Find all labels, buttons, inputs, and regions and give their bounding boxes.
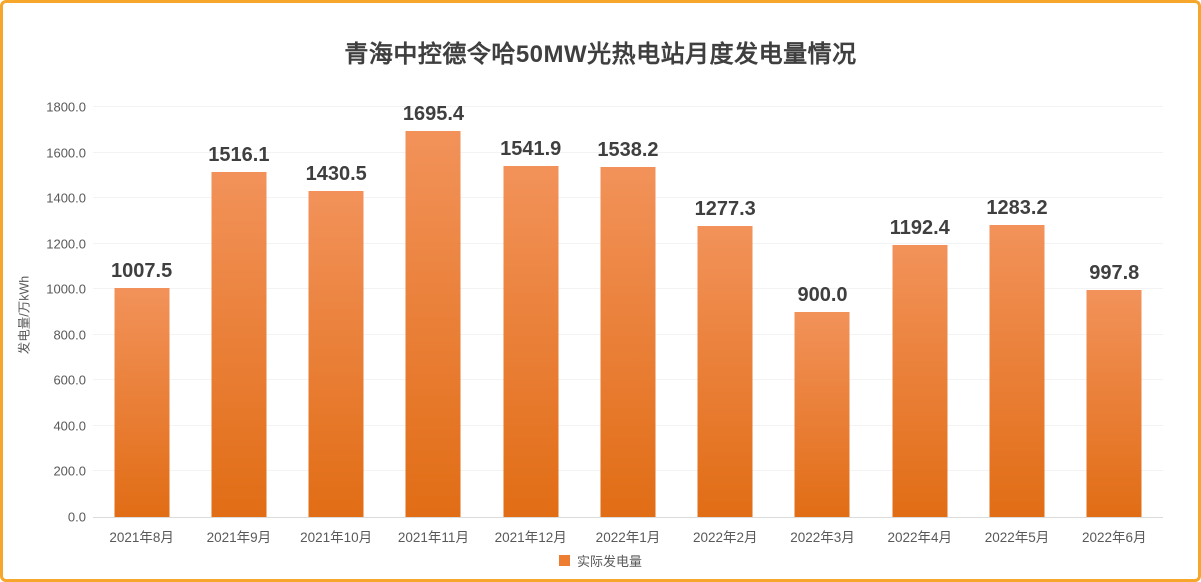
bar-column: 997.8 2022年6月 xyxy=(1066,107,1163,545)
bar-column: 1430.5 2021年10月 xyxy=(288,107,385,545)
bar xyxy=(308,191,364,517)
bar-column: 1283.2 2022年5月 xyxy=(968,107,1065,545)
bar xyxy=(503,165,559,517)
plot-area: 1007.5 2021年8月 1516.1 2021年9月 1430.5 2021年10月… xyxy=(93,103,1163,545)
y-tick-label: 200.0 xyxy=(53,463,86,479)
gridline xyxy=(93,151,1163,153)
x-axis-label: 2021年8月 xyxy=(109,530,174,545)
x-axis-label: 2022年2月 xyxy=(692,530,758,545)
bar-value-label: 900.0 xyxy=(797,284,848,306)
bar-column: 1007.5 2021年8月 xyxy=(93,107,190,545)
bar xyxy=(211,171,267,517)
bar-column: 900.0 2022年3月 xyxy=(774,107,871,545)
x-axis-label: 2022年6月 xyxy=(1082,530,1147,545)
y-tick-label: 1000.0 xyxy=(46,281,86,297)
bar xyxy=(114,287,170,517)
bar xyxy=(697,226,753,517)
x-axis-label: 2021年12月 xyxy=(494,530,567,545)
bar xyxy=(405,130,461,517)
bar-column: 1541.9 2021年12月 xyxy=(482,107,579,545)
bar-value-label: 1541.9 xyxy=(500,137,562,160)
y-tick-label: 1800.0 xyxy=(46,99,86,115)
x-axis-label: 2022年3月 xyxy=(790,530,855,545)
bars-container: 1007.5 2021年8月 1516.1 2021年9月 1430.5 2021年10月… xyxy=(93,103,1163,545)
legend-marker-icon xyxy=(558,555,570,566)
x-axis-label: 2022年1月 xyxy=(595,530,661,545)
gridline xyxy=(93,106,1163,107)
bar-value-label: 1283.2 xyxy=(986,196,1048,219)
bar-value-label: 1277.3 xyxy=(694,198,756,221)
bar-value-label: 1516.1 xyxy=(208,143,270,166)
bar-value-label: 1007.5 xyxy=(111,259,173,282)
bar xyxy=(600,166,656,517)
y-tick-label: 1200.0 xyxy=(46,236,86,252)
bar-column: 1192.4 2022年4月 xyxy=(871,107,968,545)
y-axis-ticks: 0.0 200.0 400.0 600.0 800.0 1000.0 1200.0 1400.… xyxy=(3,100,86,525)
bar xyxy=(794,312,850,517)
bar-column: 1277.3 2022年2月 xyxy=(677,107,774,545)
bar-column: 1695.4 2021年11月 xyxy=(385,103,482,545)
bar-column: 1516.1 2021年9月 xyxy=(190,107,287,545)
bar-value-label: 1192.4 xyxy=(889,217,950,240)
chart-title: 青海中控德令哈50MW光热电站月度发电量情况 xyxy=(344,41,857,68)
legend-label: 实际发电量 xyxy=(576,554,642,569)
y-tick-label: 1600.0 xyxy=(46,145,86,161)
bar-value-label: 1538.2 xyxy=(597,138,659,161)
x-axis-label: 2022年4月 xyxy=(887,530,953,545)
bar xyxy=(989,224,1045,517)
legend: 实际发电量 xyxy=(3,551,1198,570)
bar-value-label: 1430.5 xyxy=(305,163,367,186)
y-tick-label: 1400.0 xyxy=(46,190,86,206)
y-tick-label: 0.0 xyxy=(67,509,86,525)
bar-value-label: 997.8 xyxy=(1089,261,1140,284)
x-axis-label: 2021年10月 xyxy=(300,530,373,545)
x-axis-label: 2021年11月 xyxy=(397,530,469,545)
y-tick-label: 800.0 xyxy=(53,327,86,343)
x-axis-label: 2022年5月 xyxy=(984,530,1050,545)
x-axis-label: 2021年9月 xyxy=(206,530,272,545)
bar-value-label: 1695.4 xyxy=(402,102,465,125)
y-tick-label: 400.0 xyxy=(53,418,86,434)
bar xyxy=(1086,289,1142,517)
bar-column: 1538.2 2022年1月 xyxy=(579,107,676,545)
bar xyxy=(892,245,948,517)
y-tick-label: 600.0 xyxy=(53,372,86,388)
